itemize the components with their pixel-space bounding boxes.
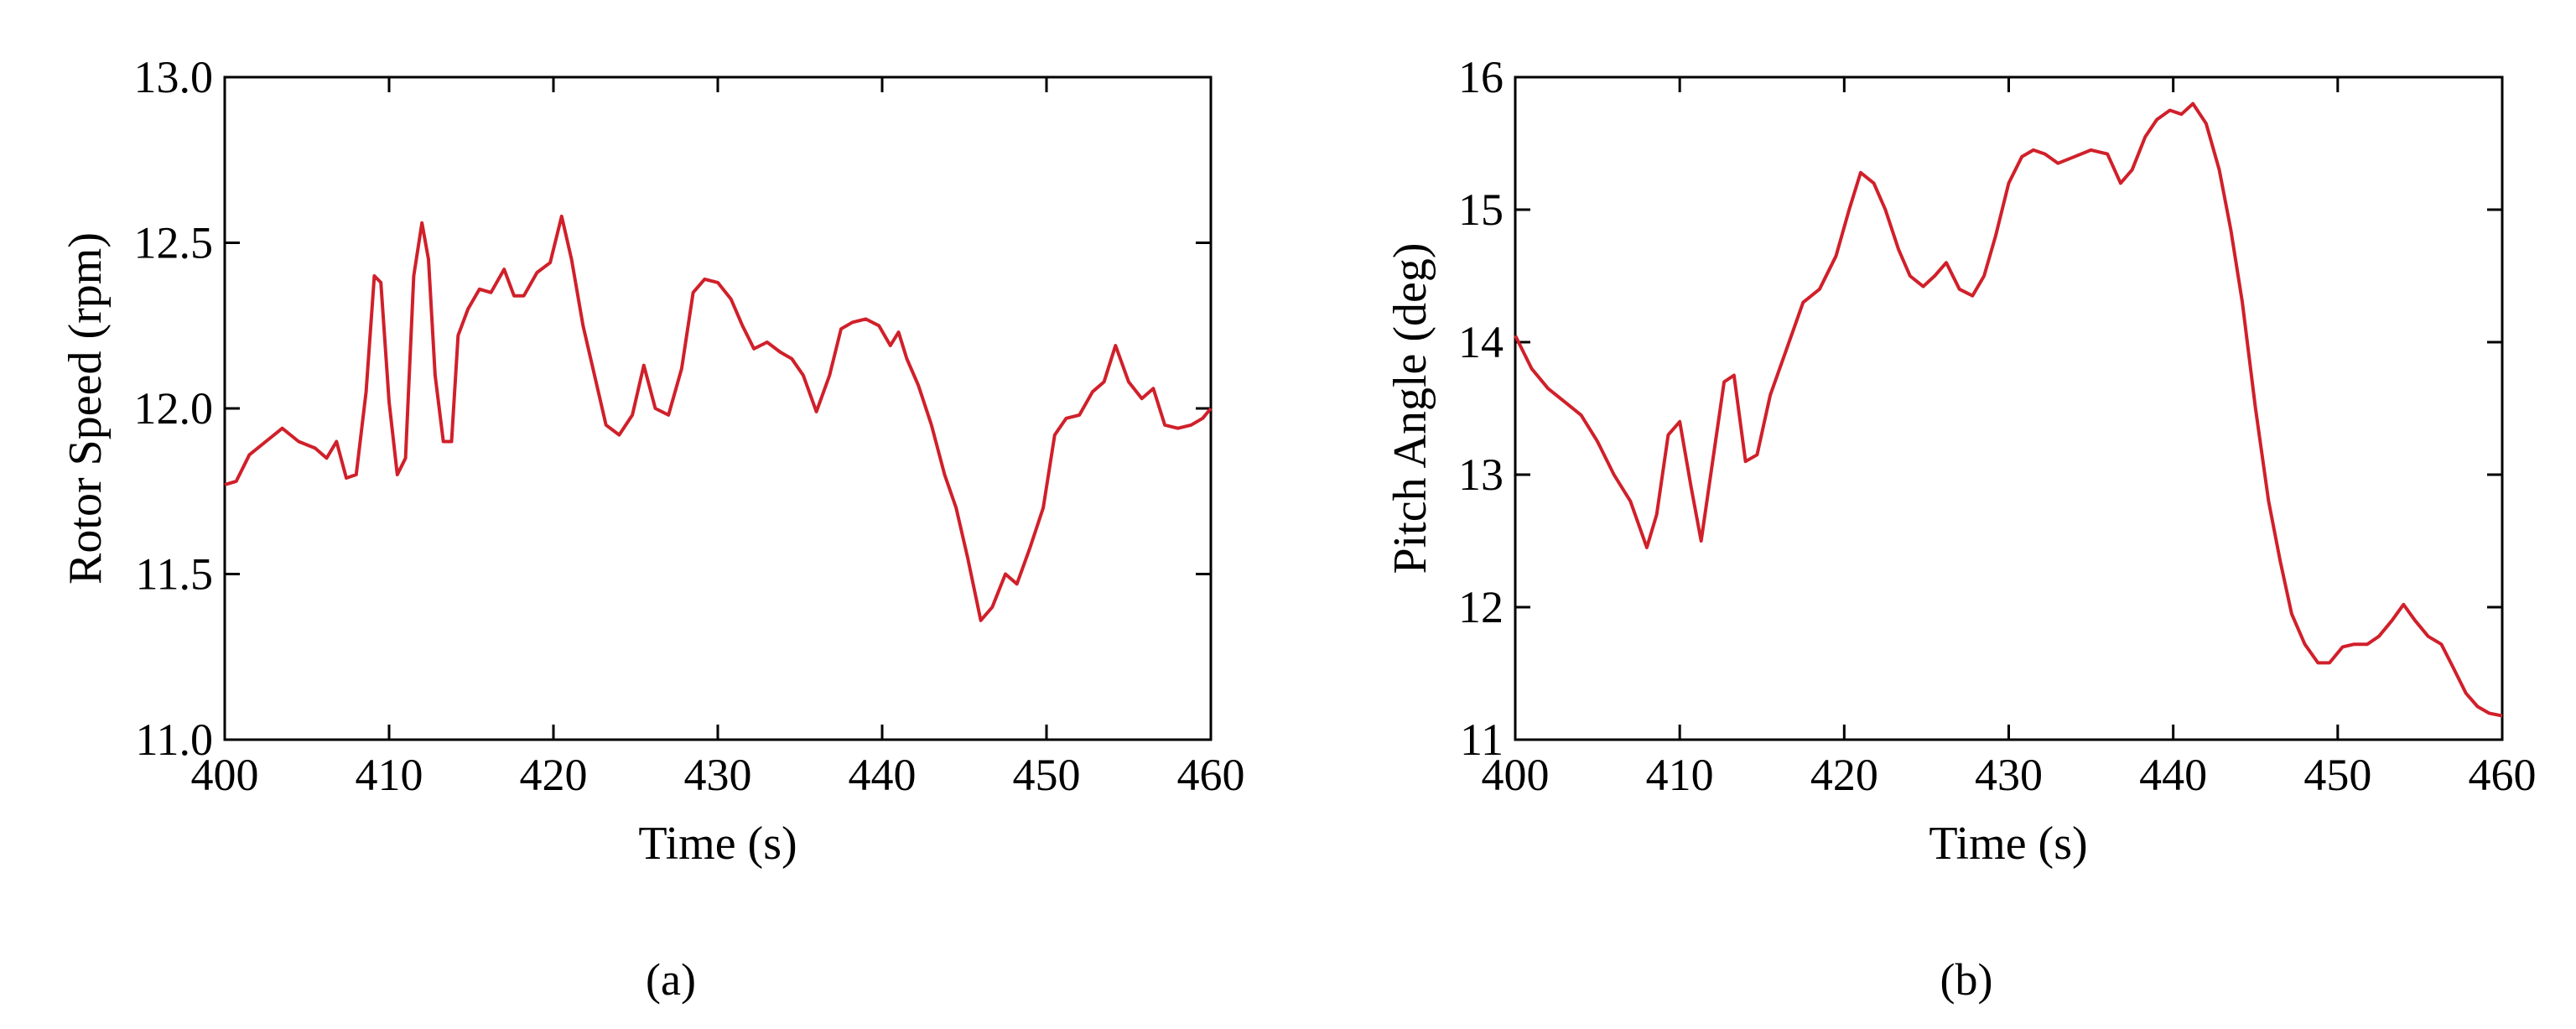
y-tick-label: 12 [1458, 582, 1504, 632]
data-series-line [1514, 101, 2503, 718]
chart-panel-b: 400 410 420 430 440 450 460 11 12 13 14 15 16 Time (… [1384, 52, 2537, 1005]
x-tick-label: 400 [191, 750, 259, 800]
plot-frame [1514, 75, 2504, 741]
panel-caption: (a) [646, 954, 696, 1005]
x-tick-label: 450 [1013, 750, 1081, 800]
y-tick-label: 11.0 [136, 715, 214, 765]
x-tick-label: 410 [356, 750, 423, 800]
panel-caption: (b) [1940, 954, 1993, 1005]
y-tick-label: 14 [1458, 317, 1504, 367]
axis-ticks: 400 410 420 430 440 450 460 11.0 11.5 12.0 12.5 13.… [134, 52, 1245, 800]
x-tick-label: 410 [1646, 750, 1714, 800]
x-tick-label: 420 [520, 750, 588, 800]
axis-ticks: 400 410 420 430 440 450 460 11 12 13 14 15 16 [1458, 52, 2537, 800]
x-axis-label: Time (s) [638, 818, 797, 870]
y-tick-label: 13 [1458, 450, 1504, 500]
y-tick-label: 13.0 [134, 52, 214, 102]
y-axis-label: Pitch Angle (deg) [1384, 242, 1436, 574]
plot-frame [223, 75, 1213, 741]
x-tick-label: 440 [849, 750, 917, 800]
y-tick-label: 15 [1458, 184, 1504, 235]
x-tick-label: 430 [1975, 750, 2043, 800]
y-tick-label: 12.5 [134, 218, 214, 268]
data-series-line [224, 214, 1213, 622]
y-tick-label: 12.0 [134, 383, 214, 434]
x-tick-label: 430 [684, 750, 752, 800]
y-tick-label: 11.5 [136, 549, 214, 600]
x-tick-label: 420 [1810, 750, 1878, 800]
x-tick-label: 460 [1177, 750, 1245, 800]
y-tick-label: 16 [1458, 52, 1504, 102]
y-tick-label: 11 [1460, 715, 1504, 765]
y-axis-label: Rotor Speed (rpm) [60, 232, 112, 585]
x-axis-label: Time (s) [1929, 818, 2087, 870]
x-tick-label: 460 [2469, 750, 2537, 800]
x-tick-label: 450 [2303, 750, 2371, 800]
chart-panel-a: 400 410 420 430 440 450 460 11.0 11.5 12.0 12.5 13.… [60, 52, 1245, 1005]
x-tick-label: 400 [1482, 750, 1550, 800]
x-tick-label: 440 [2139, 750, 2207, 800]
